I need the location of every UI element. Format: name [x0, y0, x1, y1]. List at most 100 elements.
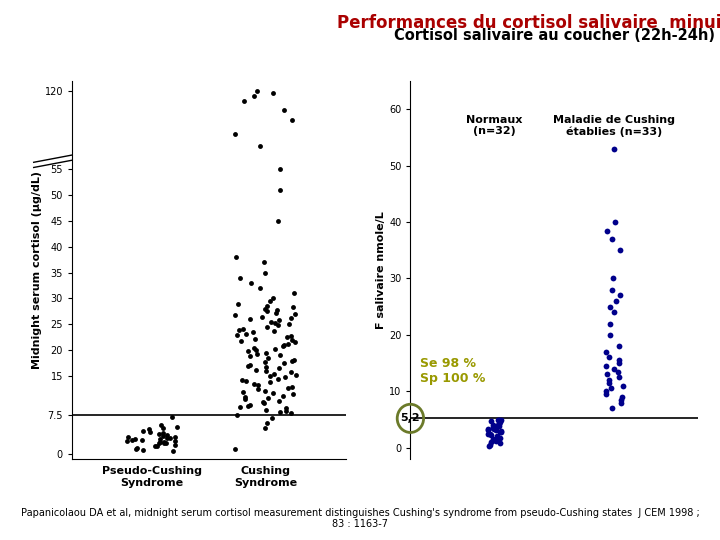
Point [161, 430, 173, 439]
Point [260, 357, 271, 366]
Point [238, 324, 249, 333]
Point [245, 400, 256, 409]
Point [492, 421, 504, 429]
Point [150, 442, 161, 450]
Point [244, 360, 256, 369]
Point [260, 348, 271, 357]
Point [616, 393, 628, 401]
Point [286, 116, 297, 124]
Point [255, 284, 266, 293]
Point [606, 235, 618, 244]
Point [272, 321, 284, 330]
Point [601, 226, 613, 235]
Point [248, 92, 260, 100]
Point [615, 399, 626, 407]
Point [279, 373, 291, 381]
Point [122, 436, 133, 445]
Point [287, 303, 299, 312]
Point [605, 319, 616, 328]
Point [604, 330, 616, 339]
Point [265, 318, 276, 326]
Text: Se 98 %
Sp 100 %: Se 98 % Sp 100 % [420, 357, 485, 386]
Point [283, 320, 294, 329]
Point [235, 336, 246, 345]
Point [251, 366, 262, 374]
Point [286, 314, 297, 322]
Point [264, 378, 276, 387]
Point [253, 381, 264, 390]
Point [485, 416, 497, 425]
Point [233, 325, 245, 334]
Point [270, 345, 282, 354]
Point [290, 371, 302, 380]
Point [600, 387, 612, 396]
Point [270, 309, 282, 318]
Point [131, 443, 143, 452]
Point [613, 356, 625, 364]
Point [169, 433, 181, 442]
Point [614, 291, 626, 300]
Point [245, 279, 256, 287]
Point [259, 423, 271, 432]
Point [171, 423, 182, 431]
Point [157, 431, 168, 440]
Point [278, 341, 289, 349]
Point [234, 403, 246, 411]
Point [603, 376, 615, 384]
Point [274, 397, 285, 406]
Point [126, 436, 138, 444]
Point [233, 299, 244, 308]
Point [282, 383, 294, 392]
Point [161, 434, 173, 443]
Point [238, 97, 250, 105]
Point [490, 437, 501, 445]
Point [130, 444, 142, 453]
Point [600, 347, 612, 356]
Point [251, 346, 262, 355]
Point [157, 429, 168, 437]
Point [274, 316, 285, 325]
Point [265, 372, 276, 381]
Point [155, 421, 166, 430]
Point [247, 328, 258, 336]
Point [606, 404, 618, 413]
Point [136, 436, 148, 444]
Point [495, 428, 506, 437]
Point [262, 394, 274, 402]
Point [495, 427, 507, 435]
Point [603, 353, 614, 362]
Y-axis label: F salivaire nmole/L: F salivaire nmole/L [377, 211, 386, 329]
Point [490, 426, 501, 434]
Point [260, 367, 271, 375]
Point [482, 430, 494, 438]
Point [240, 377, 251, 386]
Point [488, 425, 500, 434]
Text: 5,2: 5,2 [400, 414, 420, 423]
Point [493, 421, 505, 430]
Point [608, 144, 619, 153]
Point [614, 246, 626, 254]
Point [260, 406, 271, 414]
Point [485, 438, 497, 447]
Point [130, 435, 141, 443]
Point [272, 217, 284, 225]
Y-axis label: Midnight serum cortisol (µg/dL): Midnight serum cortisol (µg/dL) [32, 171, 42, 369]
Text: Papanicolaou DA et al, midnight serum cortisol measurement distinguishes Cushing: Papanicolaou DA et al, midnight serum co… [21, 508, 699, 529]
Point [613, 359, 625, 367]
Point [282, 340, 294, 348]
Point [494, 415, 505, 424]
Point [287, 382, 298, 391]
Point [161, 438, 172, 447]
Point [275, 165, 287, 173]
Point [492, 415, 503, 424]
Point [494, 433, 505, 442]
Point [154, 438, 166, 447]
Point [244, 352, 256, 361]
Point [262, 354, 274, 362]
Point [252, 385, 264, 394]
Point [490, 422, 502, 431]
Point [258, 398, 269, 407]
Point [608, 308, 619, 316]
Point [280, 407, 292, 416]
Point [608, 274, 619, 283]
